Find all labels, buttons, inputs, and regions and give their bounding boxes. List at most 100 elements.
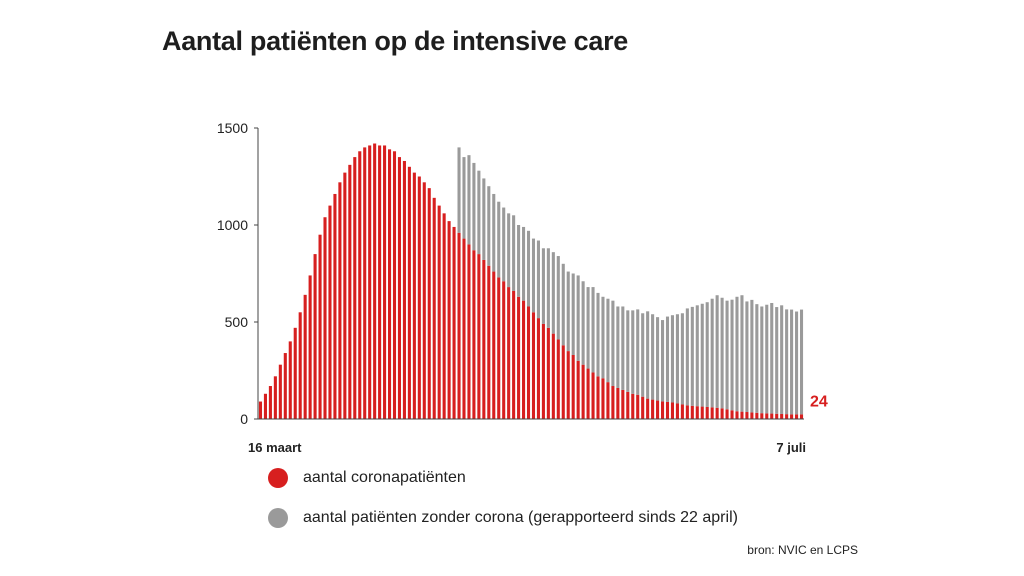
bar-corona bbox=[780, 413, 784, 419]
bar-corona bbox=[467, 244, 471, 419]
bar-non-corona bbox=[512, 215, 516, 291]
bar-non-corona bbox=[606, 298, 610, 383]
bar-corona bbox=[541, 323, 545, 419]
bar-corona bbox=[795, 414, 799, 419]
bar-corona bbox=[551, 333, 555, 419]
bar-corona bbox=[770, 413, 774, 419]
bar-corona bbox=[641, 396, 645, 419]
bar-corona bbox=[636, 394, 640, 419]
bar-non-corona bbox=[536, 240, 540, 319]
bar-non-corona bbox=[611, 300, 615, 387]
bar-non-corona bbox=[641, 313, 645, 397]
bar-non-corona bbox=[685, 308, 689, 406]
bar-corona bbox=[670, 402, 674, 419]
bar-non-corona bbox=[462, 157, 466, 239]
bar-non-corona bbox=[656, 317, 660, 401]
bar-corona bbox=[586, 368, 590, 419]
bar-corona bbox=[665, 401, 670, 419]
bar-corona bbox=[492, 271, 496, 419]
bar-corona bbox=[601, 378, 605, 419]
bar-corona bbox=[531, 312, 536, 419]
bar-corona bbox=[273, 376, 277, 419]
bar-non-corona bbox=[556, 256, 560, 340]
bar-non-corona bbox=[785, 309, 789, 415]
bar-corona bbox=[397, 157, 401, 419]
bar-corona bbox=[790, 414, 794, 419]
bar-corona bbox=[656, 400, 660, 419]
bar-corona bbox=[303, 294, 307, 419]
bar-corona bbox=[482, 259, 486, 419]
bar-corona bbox=[383, 145, 387, 419]
bar-corona bbox=[785, 414, 789, 419]
bar-corona bbox=[517, 296, 521, 419]
bar-corona bbox=[353, 157, 357, 419]
bar-corona bbox=[293, 327, 297, 419]
legend-item-non-corona: aantal patiënten zonder corona (gerappor… bbox=[268, 508, 738, 528]
bar-non-corona bbox=[631, 310, 635, 394]
bar-non-corona bbox=[457, 147, 461, 233]
bar-corona bbox=[507, 287, 511, 419]
y-tick-label: 1500 bbox=[217, 120, 248, 136]
bar-corona bbox=[546, 327, 550, 419]
bar-corona bbox=[298, 312, 302, 419]
bar-non-corona bbox=[720, 297, 724, 409]
bar-corona bbox=[427, 188, 431, 419]
bar-non-corona bbox=[571, 273, 575, 355]
bar-non-corona bbox=[586, 287, 590, 369]
bar-non-corona bbox=[715, 295, 719, 408]
bar-corona bbox=[392, 151, 397, 419]
bar-non-corona bbox=[497, 201, 501, 278]
bar-non-corona bbox=[477, 170, 481, 255]
legend-label-corona: aantal coronapatiënten bbox=[303, 469, 466, 486]
x-axis: 16 maart 7 juli bbox=[248, 418, 806, 455]
bar-non-corona bbox=[551, 252, 555, 334]
bar-corona bbox=[750, 412, 754, 419]
bar-corona bbox=[502, 281, 506, 419]
bar-non-corona bbox=[755, 304, 759, 413]
bar-non-corona bbox=[760, 306, 764, 414]
bar-corona bbox=[283, 353, 287, 419]
bar-non-corona bbox=[561, 263, 565, 346]
bar-non-corona bbox=[581, 281, 585, 365]
bar-corona bbox=[606, 382, 610, 419]
bar-corona bbox=[651, 399, 655, 419]
bar-corona bbox=[700, 406, 704, 419]
bar-corona bbox=[308, 275, 312, 419]
bar-corona bbox=[323, 217, 327, 419]
y-tick-label: 0 bbox=[240, 411, 248, 427]
bar-corona bbox=[725, 409, 729, 419]
bar-corona bbox=[720, 408, 724, 419]
bar-corona bbox=[263, 393, 267, 419]
bar-corona bbox=[740, 411, 744, 419]
bar-non-corona bbox=[517, 225, 521, 297]
bar-non-corona bbox=[775, 307, 779, 414]
bar-corona bbox=[328, 205, 332, 419]
bar-non-corona bbox=[730, 299, 734, 411]
bar-corona bbox=[422, 182, 426, 419]
bar-corona bbox=[472, 250, 476, 419]
bar-non-corona bbox=[487, 186, 491, 266]
bar-corona bbox=[755, 412, 759, 419]
bar-corona bbox=[363, 147, 367, 419]
bar-corona bbox=[581, 364, 585, 419]
bar-corona bbox=[512, 290, 516, 419]
bar-corona bbox=[566, 351, 570, 419]
bar-non-corona bbox=[705, 302, 709, 407]
bar-non-corona bbox=[675, 314, 679, 404]
bar-corona bbox=[437, 205, 441, 419]
legend-label-non-corona: aantal patiënten zonder corona (gerappor… bbox=[303, 509, 738, 526]
bar-non-corona bbox=[467, 155, 471, 245]
bar-non-corona bbox=[636, 309, 640, 395]
bar-non-corona bbox=[651, 314, 655, 400]
bar-corona bbox=[402, 160, 406, 420]
bar-corona bbox=[373, 143, 377, 419]
legend-item-corona: aantal coronapatiënten bbox=[268, 468, 466, 488]
bar-corona bbox=[765, 413, 769, 419]
bar-non-corona bbox=[750, 299, 754, 413]
bar-non-corona bbox=[507, 213, 511, 288]
bar-non-corona bbox=[522, 226, 526, 301]
bar-corona bbox=[611, 386, 615, 419]
bar-corona bbox=[536, 318, 540, 419]
bar-non-corona bbox=[780, 305, 784, 414]
bar-corona bbox=[452, 226, 456, 419]
